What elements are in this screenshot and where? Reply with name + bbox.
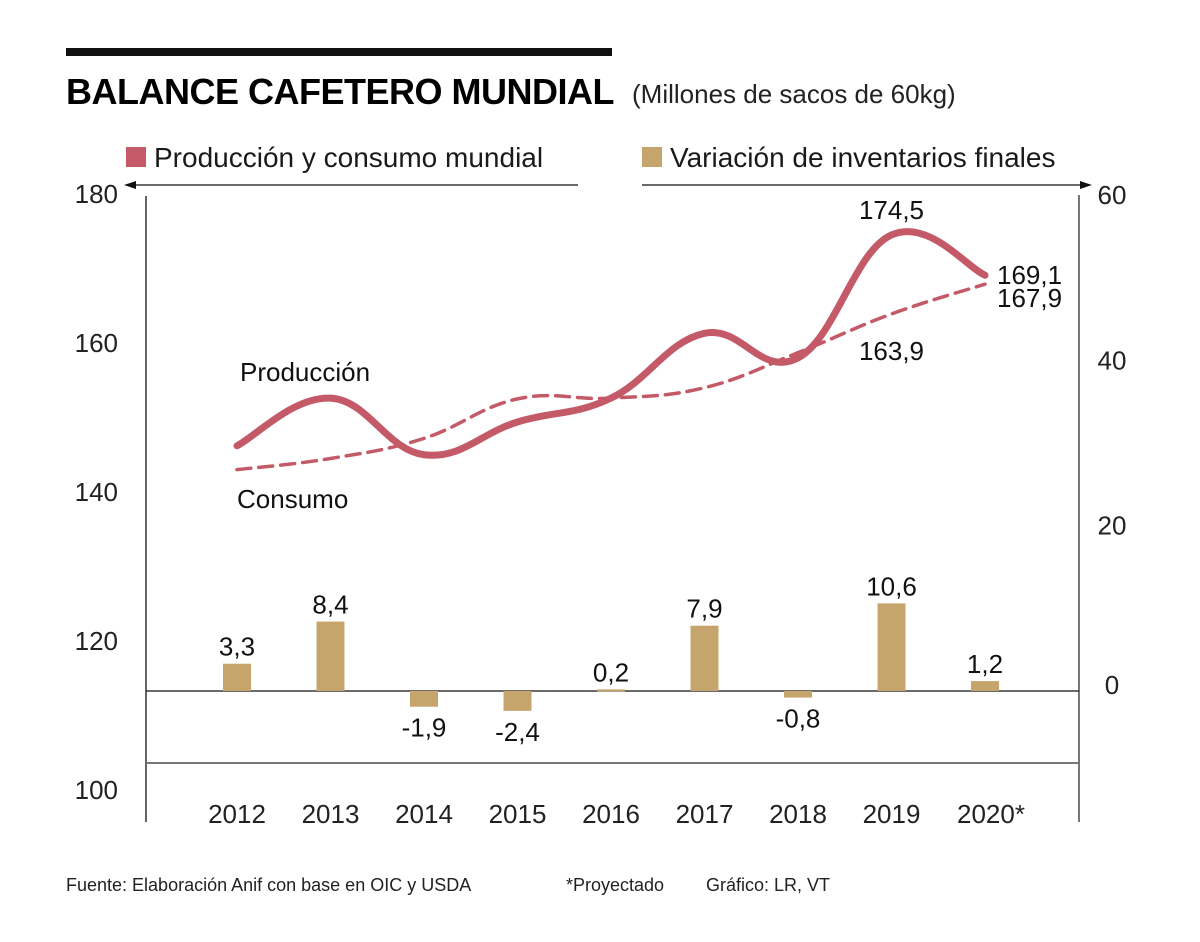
line-label-consumo: 163,9 xyxy=(859,336,924,366)
line-label-producción: 169,1 xyxy=(997,260,1062,290)
x-tick-label: 2014 xyxy=(395,799,453,829)
bar-label: 3,3 xyxy=(219,632,255,662)
bar-2018 xyxy=(784,691,812,698)
left-tick-label: 100 xyxy=(75,775,118,805)
x-axis-ticks: 2012 2013 2014 2015 2016 2017 2018 2019 2020* xyxy=(208,799,1025,829)
left-tick-label: 160 xyxy=(75,328,118,358)
bar-label: 10,6 xyxy=(866,571,917,601)
line-label-producción: 174,5 xyxy=(859,195,924,225)
x-tick-label: 2013 xyxy=(302,799,360,829)
x-tick-label: 2017 xyxy=(676,799,734,829)
x-tick-label: 2020* xyxy=(957,799,1025,829)
title-rule xyxy=(66,48,612,56)
chart-title: BALANCE CAFETERO MUNDIAL xyxy=(66,71,614,112)
footer-credit: Gráfico: LR, VT xyxy=(706,875,830,895)
legend-label-production: Producción y consumo mundial xyxy=(154,142,543,173)
line-labels: 174,5 169,1 163,9 167,9 xyxy=(859,195,1062,366)
legend-swatch-inventory xyxy=(642,147,662,167)
bar-2017 xyxy=(690,625,719,691)
right-tick-label: 0 xyxy=(1105,670,1119,700)
line-consumo xyxy=(235,282,987,472)
x-tick-label: 2015 xyxy=(489,799,547,829)
legend-swatch-production xyxy=(126,147,146,167)
legend-label-inventory: Variación de inventarios finales xyxy=(670,142,1055,173)
right-tick-label: 40 xyxy=(1098,345,1127,375)
bar-label: -1,9 xyxy=(402,713,447,743)
bar-label: 7,9 xyxy=(686,594,722,624)
series-label-production: Producción xyxy=(240,357,370,387)
footer-note: *Proyectado xyxy=(566,875,664,895)
bar-label: -0,8 xyxy=(776,704,821,734)
bar-2014 xyxy=(410,691,438,707)
x-tick-label: 2018 xyxy=(769,799,827,829)
x-tick-label: 2019 xyxy=(863,799,921,829)
right-axis-arrowhead-icon xyxy=(1080,181,1092,189)
bar-2013 xyxy=(316,621,345,691)
bar-label: 0,2 xyxy=(593,657,629,687)
lines xyxy=(233,228,989,472)
x-tick-label: 2016 xyxy=(582,799,640,829)
bars xyxy=(223,603,999,711)
x-tick-label: 2012 xyxy=(208,799,266,829)
line-label-consumo: 167,9 xyxy=(997,283,1062,313)
bar-2015 xyxy=(503,691,532,711)
right-tick-label: 20 xyxy=(1098,511,1127,541)
bar-labels: 3,3 8,4 -1,9 -2,4 0,2 7,9 -0,8 10,6 1,2 xyxy=(219,571,1003,746)
left-tick-label: 180 xyxy=(75,179,118,209)
left-tick-label: 120 xyxy=(75,626,118,656)
series-label-consumption: Consumo xyxy=(237,484,348,514)
footer-source: Fuente: Elaboración Anif con base en OIC… xyxy=(66,875,471,895)
bar-2012 xyxy=(223,663,251,691)
right-axis-ticks: 0 20 40 60 xyxy=(1098,180,1127,700)
line-producción xyxy=(233,228,989,459)
chart-subtitle: (Millones de sacos de 60kg) xyxy=(632,79,956,109)
right-tick-label: 60 xyxy=(1098,180,1127,210)
left-tick-label: 140 xyxy=(75,477,118,507)
left-axis-ticks: 100 120 140 160 180 xyxy=(75,179,118,805)
bar-label: -2,4 xyxy=(495,717,540,747)
bar-label: 8,4 xyxy=(312,590,348,620)
bar-2016 xyxy=(597,689,625,692)
bar-2019 xyxy=(877,603,906,691)
left-axis-arrowhead-icon xyxy=(124,181,136,189)
bar-2020* xyxy=(971,681,999,691)
bar-label: 1,2 xyxy=(967,649,1003,679)
